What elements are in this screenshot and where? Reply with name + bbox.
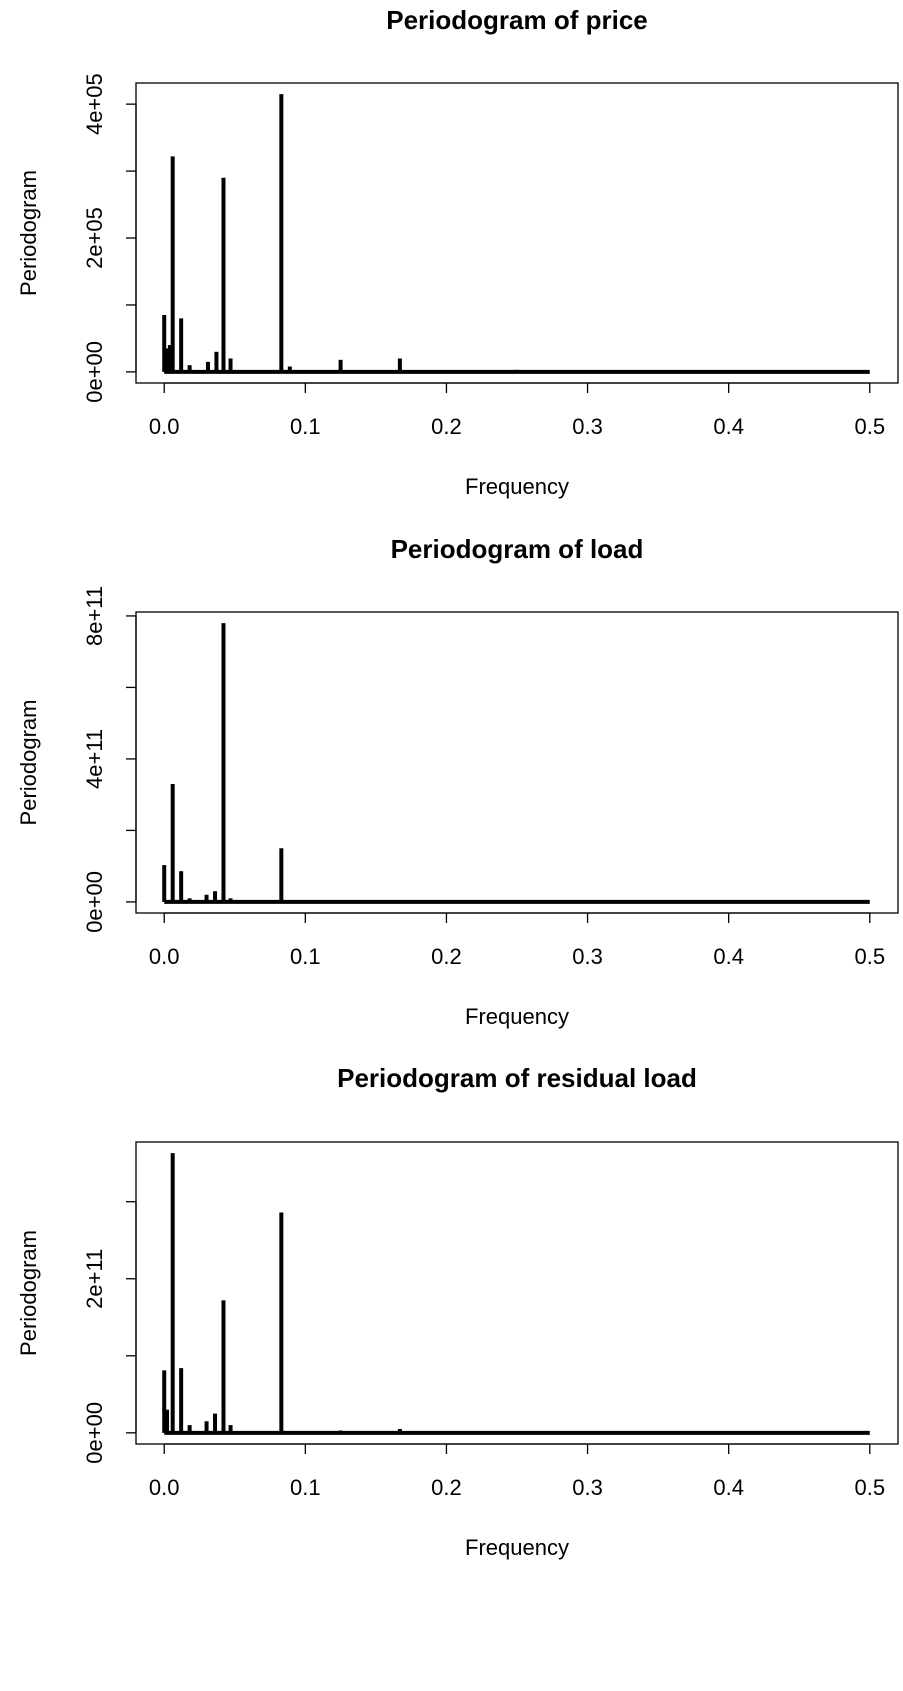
x-tick-label: 0.3 (572, 1475, 603, 1500)
plot-box (135, 611, 899, 914)
x-tick-label: 0.3 (572, 944, 603, 969)
y-axis-label: Periodogram (16, 700, 41, 826)
y-tick-label: 0e+00 (82, 341, 107, 403)
x-axis-label: Frequency (465, 1004, 569, 1029)
x-tick-label: 0.1 (290, 1475, 321, 1500)
plot-box (135, 1141, 899, 1445)
y-tick-label: 0e+00 (82, 871, 107, 933)
y-tick-label: 8e+11 (82, 586, 107, 646)
y-tick-label: 2e+05 (82, 207, 107, 269)
x-tick-label: 0.3 (572, 414, 603, 439)
y-axis-label: Periodogram (16, 1230, 41, 1356)
x-tick-label: 0.5 (854, 944, 885, 969)
y-tick-label: 4e+11 (82, 729, 107, 789)
chart-title: Periodogram of price (386, 5, 648, 35)
x-tick-label: 0.4 (713, 414, 744, 439)
x-tick-label: 0.1 (290, 944, 321, 969)
x-axis-label: Frequency (465, 474, 569, 499)
y-tick-label: 0e+00 (82, 1402, 107, 1464)
x-tick-label: 0.0 (149, 944, 180, 969)
y-tick-label: 4e+05 (82, 73, 107, 135)
x-tick-label: 0.4 (713, 944, 744, 969)
chart-title: Periodogram of residual load (337, 1063, 697, 1093)
x-tick-label: 0.0 (149, 1475, 180, 1500)
x-tick-label: 0.2 (431, 944, 462, 969)
x-tick-label: 0.0 (149, 414, 180, 439)
x-tick-label: 0.5 (854, 1475, 885, 1500)
y-tick-label: 2e+11 (82, 1249, 107, 1309)
chart-title: Periodogram of load (391, 534, 644, 564)
x-tick-label: 0.1 (290, 414, 321, 439)
x-tick-label: 0.2 (431, 1475, 462, 1500)
x-tick-label: 0.5 (854, 414, 885, 439)
y-axis-label: Periodogram (16, 170, 41, 296)
x-axis-label: Frequency (465, 1535, 569, 1560)
plot-box (135, 82, 899, 384)
x-tick-label: 0.2 (431, 414, 462, 439)
x-tick-label: 0.4 (713, 1475, 744, 1500)
